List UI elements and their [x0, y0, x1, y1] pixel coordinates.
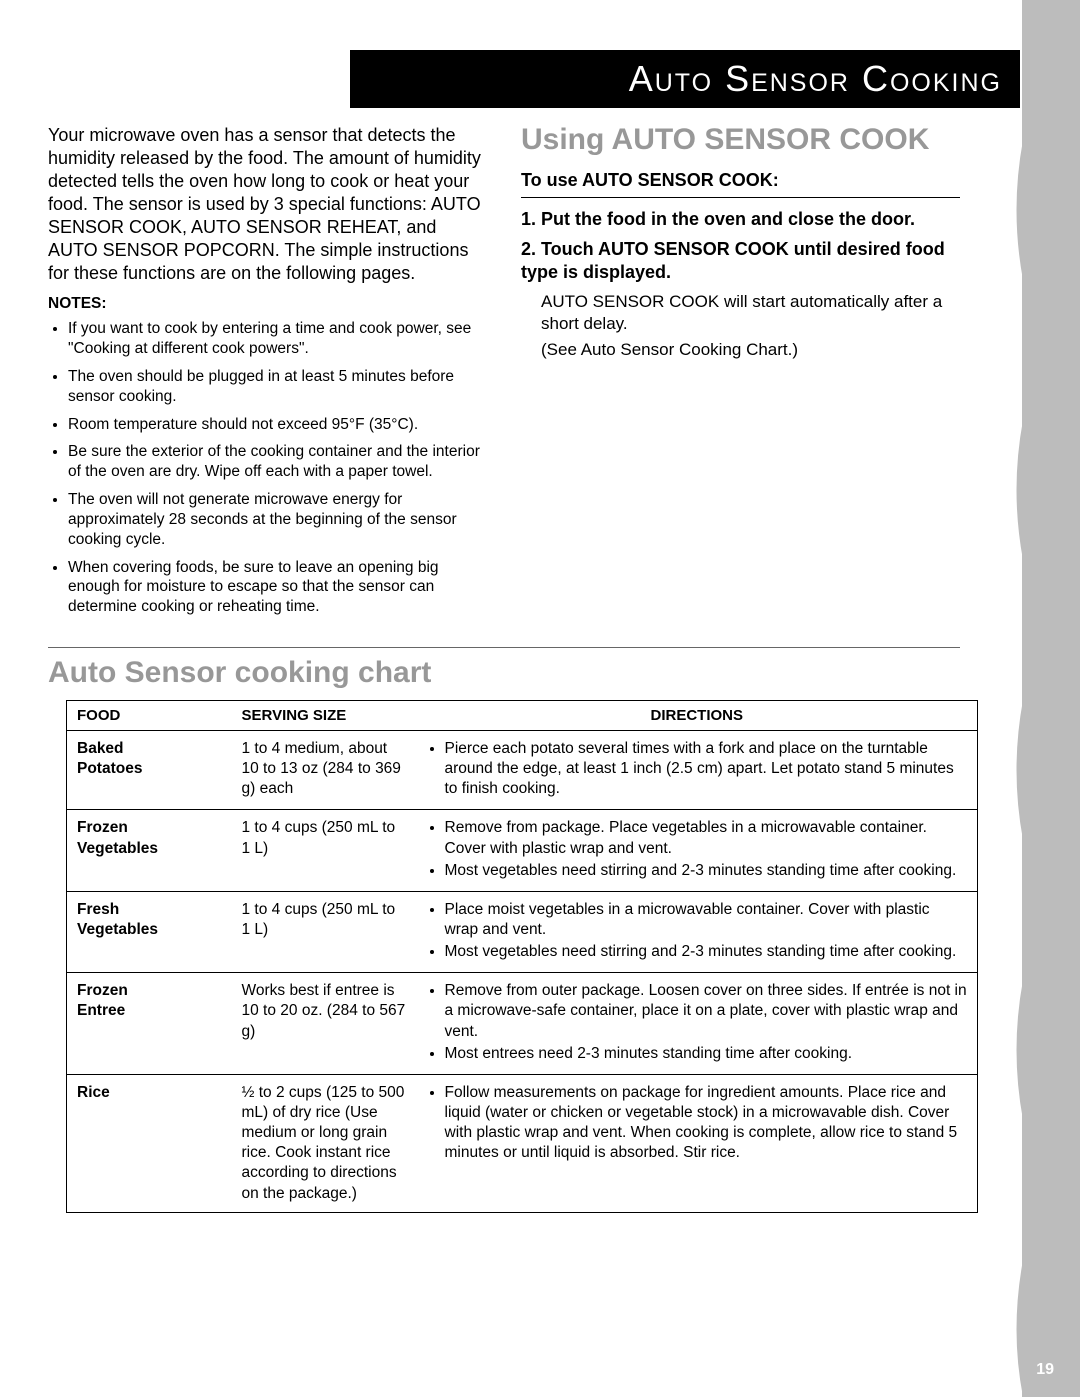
- notes-heading: NOTES:: [48, 295, 487, 313]
- table-row: FrozenEntreeWorks best if entree is 10 t…: [67, 973, 978, 1075]
- directions-cell: Remove from package. Place vegetables in…: [417, 810, 978, 891]
- notes-item: If you want to cook by entering a time a…: [68, 319, 487, 359]
- page-title: Auto Sensor Cooking: [629, 58, 1002, 100]
- notes-item: When covering foods, be sure to leave an…: [68, 558, 487, 617]
- page-title-bar: Auto Sensor Cooking: [350, 50, 1020, 108]
- serving-cell: 1 to 4 cups (250 mL to 1 L): [232, 891, 417, 972]
- direction-item: Most vegetables need stirring and 2-3 mi…: [445, 942, 968, 962]
- page-content: Your microwave oven has a sensor that de…: [48, 124, 960, 1213]
- direction-item: Pierce each potato several times with a …: [445, 739, 968, 799]
- direction-item: Most entrees need 2-3 minutes standing t…: [445, 1044, 968, 1064]
- step-2-sub1: AUTO SENSOR COOK will start automaticall…: [541, 291, 960, 335]
- cooking-chart-table: FOOD SERVING SIZE DIRECTIONS BakedPotato…: [66, 700, 978, 1213]
- notes-item: The oven will not generate microwave ene…: [68, 490, 487, 549]
- col-serving: SERVING SIZE: [232, 700, 417, 730]
- food-cell: FreshVegetables: [67, 891, 232, 972]
- notes-item: Room temperature should not exceed 95°F …: [68, 415, 487, 435]
- sidebar-wave-decor: [1008, 0, 1038, 1397]
- food-cell: FrozenVegetables: [67, 810, 232, 891]
- page-number: 19: [1036, 1361, 1054, 1379]
- right-column: Using AUTO SENSOR COOK To use AUTO SENSO…: [521, 124, 960, 625]
- notes-list: If you want to cook by entering a time a…: [48, 319, 487, 617]
- section-divider: [48, 647, 960, 648]
- using-heading: Using AUTO SENSOR COOK: [521, 124, 960, 156]
- direction-item: Most vegetables need stirring and 2-3 mi…: [445, 861, 968, 881]
- table-row: BakedPotatoes1 to 4 medium, about 10 to …: [67, 730, 978, 809]
- direction-item: Follow measurements on package for ingre…: [445, 1083, 968, 1164]
- table-row: Rice½ to 2 cups (125 to 500 mL) of dry r…: [67, 1074, 978, 1212]
- notes-item: Be sure the exterior of the cooking cont…: [68, 442, 487, 482]
- notes-item: The oven should be plugged in at least 5…: [68, 367, 487, 407]
- serving-cell: ½ to 2 cups (125 to 500 mL) of dry rice …: [232, 1074, 417, 1212]
- directions-cell: Follow measurements on package for ingre…: [417, 1074, 978, 1212]
- to-use-label: To use AUTO SENSOR COOK:: [521, 170, 960, 198]
- direction-item: Remove from package. Place vegetables in…: [445, 818, 968, 858]
- step-2-sub2: (See Auto Sensor Cooking Chart.): [541, 339, 960, 361]
- serving-cell: Works best if entree is 10 to 20 oz. (28…: [232, 973, 417, 1075]
- direction-item: Place moist vegetables in a microwavable…: [445, 900, 968, 940]
- directions-cell: Pierce each potato several times with a …: [417, 730, 978, 809]
- intro-paragraph: Your microwave oven has a sensor that de…: [48, 124, 487, 285]
- col-directions: DIRECTIONS: [417, 700, 978, 730]
- direction-item: Remove from outer package. Loosen cover …: [445, 981, 968, 1041]
- food-cell: FrozenEntree: [67, 973, 232, 1075]
- step-2: 2. Touch AUTO SENSOR COOK until desired …: [521, 238, 960, 283]
- food-cell: Rice: [67, 1074, 232, 1212]
- directions-cell: Place moist vegetables in a microwavable…: [417, 891, 978, 972]
- col-food: FOOD: [67, 700, 232, 730]
- table-row: FreshVegetables1 to 4 cups (250 mL to 1 …: [67, 891, 978, 972]
- serving-cell: 1 to 4 cups (250 mL to 1 L): [232, 810, 417, 891]
- serving-cell: 1 to 4 medium, about 10 to 13 oz (284 to…: [232, 730, 417, 809]
- step-1: 1. Put the food in the oven and close th…: [521, 208, 960, 231]
- left-column: Your microwave oven has a sensor that de…: [48, 124, 487, 625]
- chart-heading: Auto Sensor cooking chart: [48, 656, 960, 690]
- food-cell: BakedPotatoes: [67, 730, 232, 809]
- table-row: FrozenVegetables1 to 4 cups (250 mL to 1…: [67, 810, 978, 891]
- directions-cell: Remove from outer package. Loosen cover …: [417, 973, 978, 1075]
- page-sidebar: 19: [1022, 0, 1080, 1397]
